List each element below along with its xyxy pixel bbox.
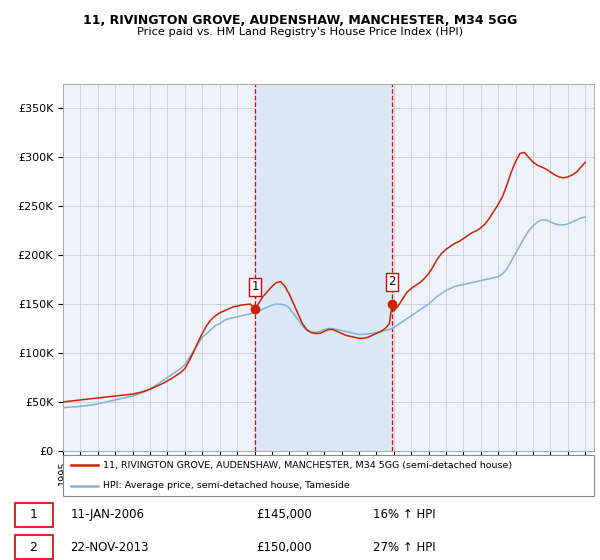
Text: 2: 2 bbox=[29, 540, 37, 554]
Text: 11, RIVINGTON GROVE, AUDENSHAW, MANCHESTER, M34 5GG (semi-detached house): 11, RIVINGTON GROVE, AUDENSHAW, MANCHEST… bbox=[103, 461, 512, 470]
Text: 1: 1 bbox=[29, 508, 37, 521]
Text: 2: 2 bbox=[388, 276, 396, 288]
FancyBboxPatch shape bbox=[63, 455, 594, 496]
Text: £145,000: £145,000 bbox=[256, 508, 312, 521]
Text: 1: 1 bbox=[251, 281, 259, 293]
FancyBboxPatch shape bbox=[15, 502, 53, 527]
Text: 11-JAN-2006: 11-JAN-2006 bbox=[70, 508, 144, 521]
Text: 22-NOV-2013: 22-NOV-2013 bbox=[70, 540, 149, 554]
Text: Price paid vs. HM Land Registry's House Price Index (HPI): Price paid vs. HM Land Registry's House … bbox=[137, 27, 463, 37]
Text: 16% ↑ HPI: 16% ↑ HPI bbox=[373, 508, 436, 521]
Text: HPI: Average price, semi-detached house, Tameside: HPI: Average price, semi-detached house,… bbox=[103, 481, 350, 490]
Text: 27% ↑ HPI: 27% ↑ HPI bbox=[373, 540, 436, 554]
FancyBboxPatch shape bbox=[15, 535, 53, 559]
Text: £150,000: £150,000 bbox=[256, 540, 312, 554]
Text: 11, RIVINGTON GROVE, AUDENSHAW, MANCHESTER, M34 5GG: 11, RIVINGTON GROVE, AUDENSHAW, MANCHEST… bbox=[83, 14, 517, 27]
Bar bbox=[255, 84, 392, 451]
